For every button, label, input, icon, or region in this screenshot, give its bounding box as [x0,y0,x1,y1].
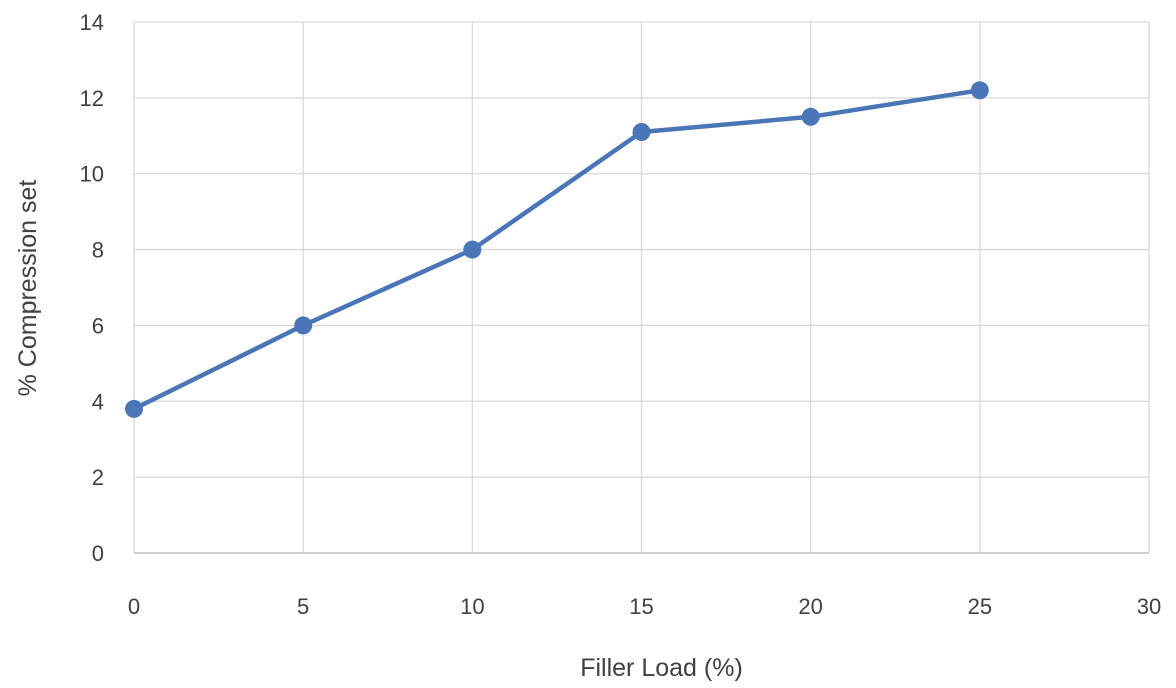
y-tick-label: 0 [92,541,104,566]
y-tick-labels: 0 2 4 6 8 10 12 14 [80,10,104,566]
y-axis-title: % Compression set [14,180,42,397]
series-layer [125,81,989,418]
data-point [970,81,989,100]
vertical-gridlines [133,22,1150,553]
y-tick-label: 10 [80,162,104,187]
data-point [801,107,820,126]
series-line [131,88,983,412]
x-tick-label: 25 [968,594,992,619]
data-point [463,240,482,259]
y-tick-label: 6 [92,313,104,338]
y-tick-label: 12 [80,86,104,111]
x-tick-label: 30 [1137,594,1161,619]
y-tick-label: 4 [92,389,104,414]
data-point [632,123,651,141]
y-tick-label: 14 [80,10,104,35]
x-tick-label: 0 [128,594,140,619]
y-tick-label: 8 [92,238,104,263]
y-tick-label: 2 [92,465,104,490]
x-tick-labels: 0 5 10 15 20 25 30 [128,594,1161,619]
x-tick-label: 10 [460,594,484,619]
x-tick-label: 5 [297,594,309,619]
x-tick-label: 15 [629,594,653,619]
data-point [294,316,313,335]
x-axis-title: Filler Load (%) [580,654,743,682]
x-tick-label: 20 [798,594,822,619]
data-point [125,399,143,418]
